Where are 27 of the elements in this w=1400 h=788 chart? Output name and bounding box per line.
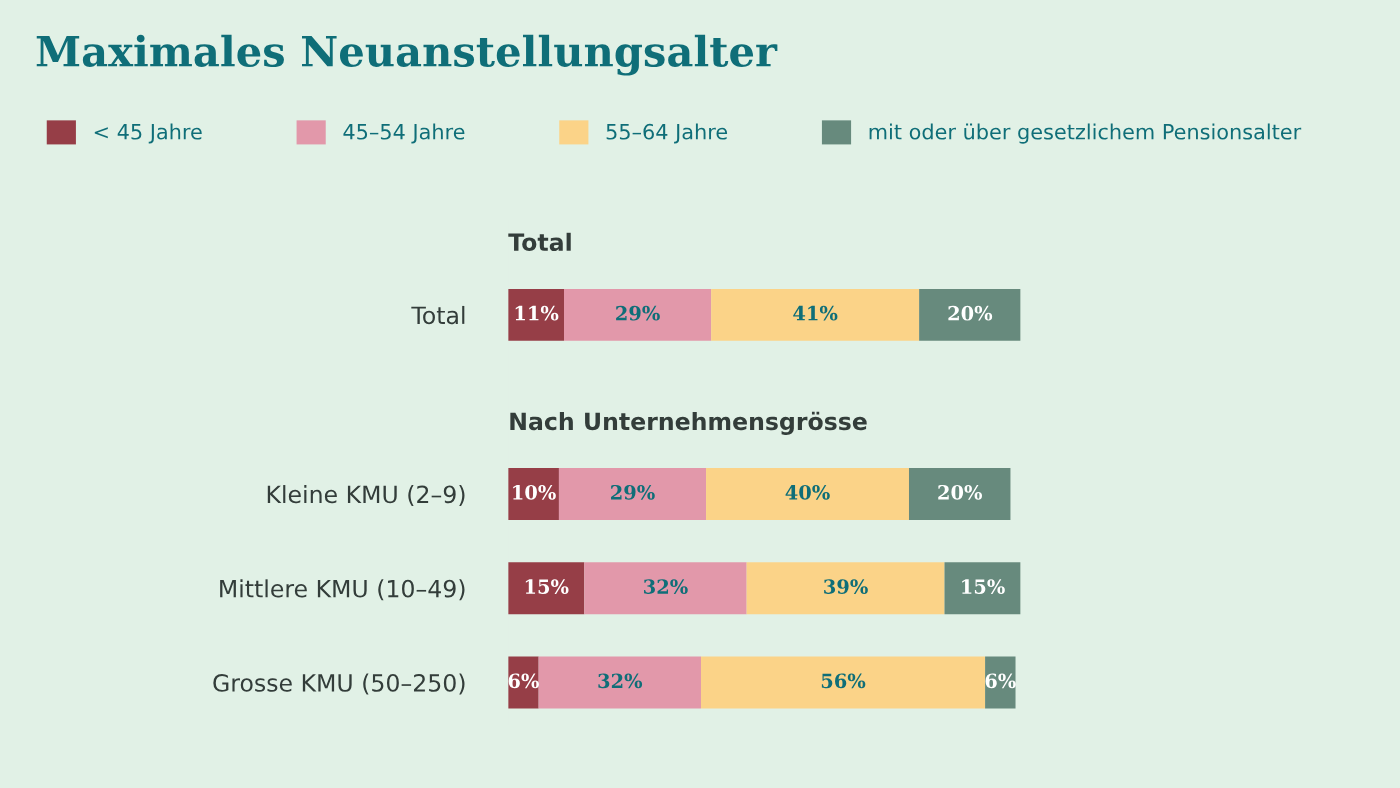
legend-label: mit oder über gesetzlichem Pensionsalter <box>869 123 1302 144</box>
data-label: 6% <box>508 673 539 689</box>
legend-label: < 45 Jahre <box>94 123 202 144</box>
data-label: 20% <box>948 305 993 321</box>
data-label: 32% <box>644 579 688 594</box>
data-label: 39% <box>824 579 868 594</box>
data-label: 56% <box>821 673 866 689</box>
data-label: 15% <box>962 579 1005 594</box>
data-label: 32% <box>598 673 643 689</box>
data-label: 11% <box>515 305 559 321</box>
y-tick-label: Mittlere KMU (10–49) <box>220 579 465 601</box>
data-label: 29% <box>616 305 660 321</box>
data-label: 20% <box>938 484 983 500</box>
y-tick-label: Total <box>411 305 465 325</box>
data-label: 29% <box>611 484 655 500</box>
data-label: 15% <box>525 579 569 594</box>
chart-title: Maximales Neuanstellungsalter <box>36 34 778 76</box>
legend-label: 45–54 Jahre <box>343 123 465 144</box>
data-label: 40% <box>785 484 830 500</box>
data-label: 6% <box>985 673 1016 689</box>
data-label: 10% <box>513 484 556 500</box>
text: Total <box>508 232 571 252</box>
y-tick-label: Grosse KMU (50–250) <box>213 673 465 695</box>
y-tick-label: Kleine KMU (2–9) <box>267 485 465 507</box>
data-label: 41% <box>793 305 838 321</box>
annotation: Nach Unternehmensgrösse <box>510 411 867 435</box>
legend-label: 55–64 Jahre <box>606 123 728 144</box>
